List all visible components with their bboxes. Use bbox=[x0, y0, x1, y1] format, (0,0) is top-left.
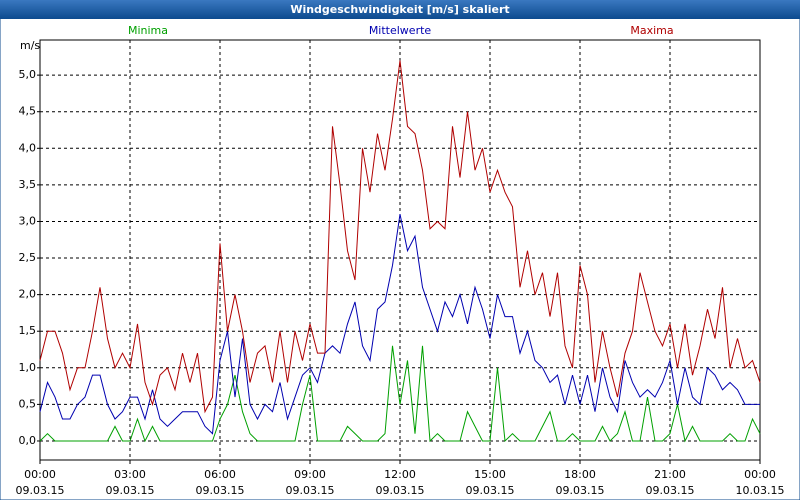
x-tick-date: 09.03.15 bbox=[106, 484, 155, 497]
y-tick-label: 2,5 bbox=[19, 251, 37, 264]
title-bar bbox=[0, 0, 800, 19]
y-tick-label: 0,0 bbox=[19, 434, 37, 447]
x-tick-date: 09.03.15 bbox=[16, 484, 65, 497]
x-tick-label: 12:00 bbox=[384, 468, 416, 481]
y-tick-label: 4,5 bbox=[19, 105, 37, 118]
y-tick-label: 2,0 bbox=[19, 288, 37, 301]
x-tick-date: 09.03.15 bbox=[376, 484, 425, 497]
x-tick-label: 06:00 bbox=[204, 468, 236, 481]
x-tick-label: 21:00 bbox=[654, 468, 686, 481]
y-tick-label: 0,5 bbox=[19, 397, 37, 410]
x-tick-label: 00:00 bbox=[24, 468, 56, 481]
series-line bbox=[39, 214, 760, 435]
x-tick-label: 03:00 bbox=[114, 468, 146, 481]
y-tick-label: 4,0 bbox=[19, 141, 37, 154]
x-tick-date: 09.03.15 bbox=[556, 484, 605, 497]
y-tick-label: 5,0 bbox=[19, 68, 37, 81]
x-tick-date: 09.03.15 bbox=[196, 484, 245, 497]
y-tick-label: 3,0 bbox=[19, 214, 37, 227]
legend-label: Mittelwerte bbox=[369, 24, 432, 37]
legend-label: Minima bbox=[128, 24, 168, 37]
x-tick-label: 18:00 bbox=[564, 468, 596, 481]
y-tick-label: 3,5 bbox=[19, 178, 37, 191]
series-line bbox=[39, 60, 761, 414]
y-tick-label: 1,0 bbox=[19, 361, 37, 374]
y-unit: m/s bbox=[20, 39, 40, 52]
x-tick-label: 00:00 bbox=[744, 468, 776, 481]
x-tick-date: 09.03.15 bbox=[466, 484, 515, 497]
x-tick-date: 09.03.15 bbox=[646, 484, 695, 497]
x-tick-label: 15:00 bbox=[474, 468, 506, 481]
legend-label: Maxima bbox=[630, 24, 673, 37]
y-tick-label: 1,5 bbox=[19, 324, 37, 337]
series-line bbox=[39, 345, 761, 443]
x-tick-date: 09.03.15 bbox=[286, 484, 335, 497]
chart-title: Windgeschwindigkeit [m/s] skaliert bbox=[290, 3, 509, 16]
x-tick-date: 10.03.15 bbox=[736, 484, 785, 497]
x-tick-label: 09:00 bbox=[294, 468, 326, 481]
